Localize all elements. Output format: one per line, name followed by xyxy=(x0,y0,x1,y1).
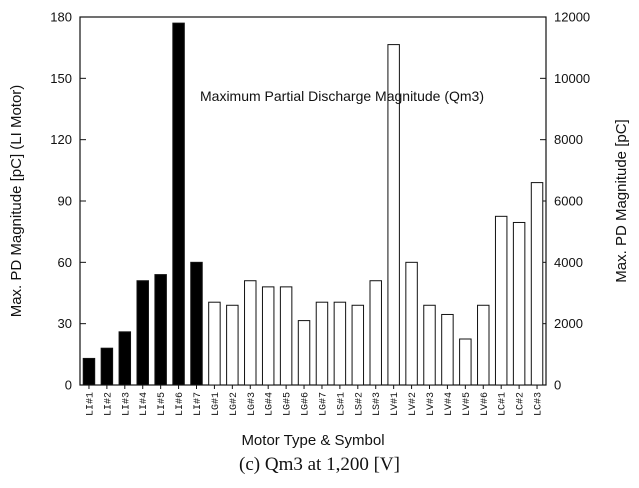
left-tick-label: 0 xyxy=(65,378,72,393)
category-labels: LI#1 LI#2 LI#3 LI#4 LI#5 LI#6 LI#7 LG#1 LG#2 LG#3… xyxy=(85,385,545,416)
bar-lc-1 xyxy=(494,215,508,386)
left-tick-label: 150 xyxy=(50,71,72,86)
bar-ls-3 xyxy=(369,280,382,386)
category-label: LI#1 xyxy=(85,392,96,416)
category-label: LC#1 xyxy=(498,392,509,416)
bar-li-7 xyxy=(190,261,203,386)
y-axis-title-left: Max. PD Magnitude [pC] (LI Motor) xyxy=(8,85,25,318)
bar-li-3 xyxy=(118,331,132,386)
bar-li-5 xyxy=(154,274,167,386)
bar-lv-6 xyxy=(477,304,490,386)
bar-lg-4 xyxy=(261,286,275,386)
category-label: LS#2 xyxy=(354,392,365,416)
category-label: LV#4 xyxy=(444,392,455,416)
category-label: LS#3 xyxy=(372,392,383,416)
right-tick-label: 2000 xyxy=(554,316,583,331)
right-tick-label: 10000 xyxy=(554,71,590,86)
bar-li-6 xyxy=(172,22,185,386)
right-tick-label: 6000 xyxy=(554,194,583,209)
category-label: LI#4 xyxy=(139,392,150,416)
right-axis-ticks: 0 2000 4000 6000 8000 10000 12000 xyxy=(540,10,590,393)
category-label: LV#3 xyxy=(426,392,437,416)
category-label: LI#6 xyxy=(175,392,186,416)
bar-lc-3 xyxy=(530,182,544,386)
bar-li-2 xyxy=(100,347,114,386)
bar-lg-1 xyxy=(208,301,221,386)
category-label: LI#3 xyxy=(121,392,132,416)
category-label: LG#1 xyxy=(211,392,222,416)
chart-annotation: Maximum Partial Discharge Magnitude (Qm3… xyxy=(200,88,484,104)
right-tick-label: 0 xyxy=(554,378,561,393)
left-tick-label: 30 xyxy=(58,316,72,331)
bar-lv-5 xyxy=(459,338,472,386)
category-label: LI#2 xyxy=(103,392,114,416)
right-tick-label: 12000 xyxy=(554,10,590,25)
bar-lg-7 xyxy=(315,301,329,386)
left-tick-label: 60 xyxy=(58,255,72,270)
bar-lv-4 xyxy=(441,313,454,386)
left-axis-ticks: 0 30 60 90 120 150 180 xyxy=(50,10,86,393)
right-tick-label: 4000 xyxy=(554,255,583,270)
category-label: LG#4 xyxy=(265,392,276,416)
bar-ls-2 xyxy=(351,304,365,386)
bar-lg-5 xyxy=(279,286,293,386)
bars xyxy=(82,22,544,386)
category-label: LG#5 xyxy=(283,392,294,416)
figure-caption: (c) Qm3 at 1,200 [V] xyxy=(239,454,400,475)
bar-li-4 xyxy=(136,280,149,386)
plot-frame xyxy=(79,16,547,386)
category-label: LG#7 xyxy=(318,392,329,416)
category-label: LG#3 xyxy=(247,392,258,416)
bar-li-1 xyxy=(82,357,96,386)
bar-lc-2 xyxy=(512,221,526,386)
bar-lg-2 xyxy=(226,304,239,386)
category-label: LV#5 xyxy=(462,392,473,416)
category-label: LV#2 xyxy=(408,392,419,416)
category-label: LG#6 xyxy=(301,392,312,416)
x-axis-title: Motor Type & Symbol xyxy=(241,432,384,449)
category-label: LI#5 xyxy=(157,392,168,416)
bar-ls-1 xyxy=(333,301,347,386)
category-label: LV#6 xyxy=(480,392,491,416)
right-tick-label: 8000 xyxy=(554,132,583,147)
category-label: LG#2 xyxy=(229,392,240,416)
bar-lv-2 xyxy=(405,261,418,386)
category-label: LC#3 xyxy=(534,392,545,416)
category-label: LI#7 xyxy=(193,392,204,416)
category-label: LC#2 xyxy=(516,392,527,416)
category-label: LV#1 xyxy=(390,392,401,416)
left-tick-label: 90 xyxy=(58,194,72,209)
left-tick-label: 120 xyxy=(50,132,72,147)
category-label: LS#1 xyxy=(336,392,347,416)
y-axis-title-right: Max. PD Magnitude [pC] xyxy=(613,119,630,282)
bar-lg-6 xyxy=(297,320,311,386)
bar-lg-3 xyxy=(244,280,257,386)
left-tick-label: 180 xyxy=(50,10,72,25)
bar-lv-3 xyxy=(423,304,436,386)
